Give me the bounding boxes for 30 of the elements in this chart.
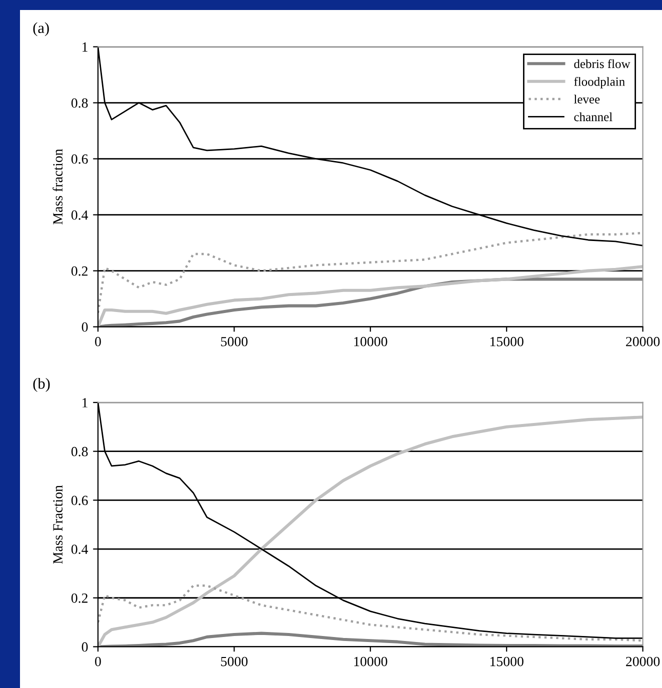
x-tick-label: 0 xyxy=(95,336,101,346)
chart-title: (a) xyxy=(33,22,49,36)
y-tick-label: 0.2 xyxy=(71,266,88,276)
y-tick-label: 0 xyxy=(82,322,88,332)
y-tick-label: 0.4 xyxy=(71,544,88,554)
x-tick-label: 10000 xyxy=(354,336,388,346)
x-tick-label: 5000 xyxy=(221,336,248,346)
x-tick-label: 15000 xyxy=(490,336,524,346)
legend-label: channel xyxy=(574,112,612,122)
x-tick-label: 15000 xyxy=(490,656,524,666)
x-tick-label: 0 xyxy=(95,656,101,666)
chart-title: (b) xyxy=(33,378,50,392)
y-tick-label: 1 xyxy=(82,398,88,408)
y-tick-label: 0.4 xyxy=(71,210,88,220)
y-tick-label: 1 xyxy=(82,42,88,52)
legend-label: debris flow xyxy=(574,59,630,68)
x-tick-label: 5000 xyxy=(221,656,248,666)
y-tick-label: 0.8 xyxy=(71,446,88,456)
y-tick-label: 0.8 xyxy=(71,98,88,108)
y-tick-label: 0 xyxy=(82,642,88,652)
y-axis-title: Mass fraction xyxy=(52,149,63,224)
legend-label: floodplain xyxy=(574,76,625,88)
x-tick-label: 20000 xyxy=(626,336,660,346)
x-tick-label: 20000 xyxy=(626,656,660,666)
legend-label: levee xyxy=(574,94,600,104)
x-tick-label: 10000 xyxy=(354,656,388,666)
y-axis-title: Mass Fraction xyxy=(53,485,63,564)
y-tick-label: 0.2 xyxy=(71,593,88,603)
y-tick-label: 0.6 xyxy=(71,496,88,506)
y-tick-label: 0.6 xyxy=(71,154,88,164)
